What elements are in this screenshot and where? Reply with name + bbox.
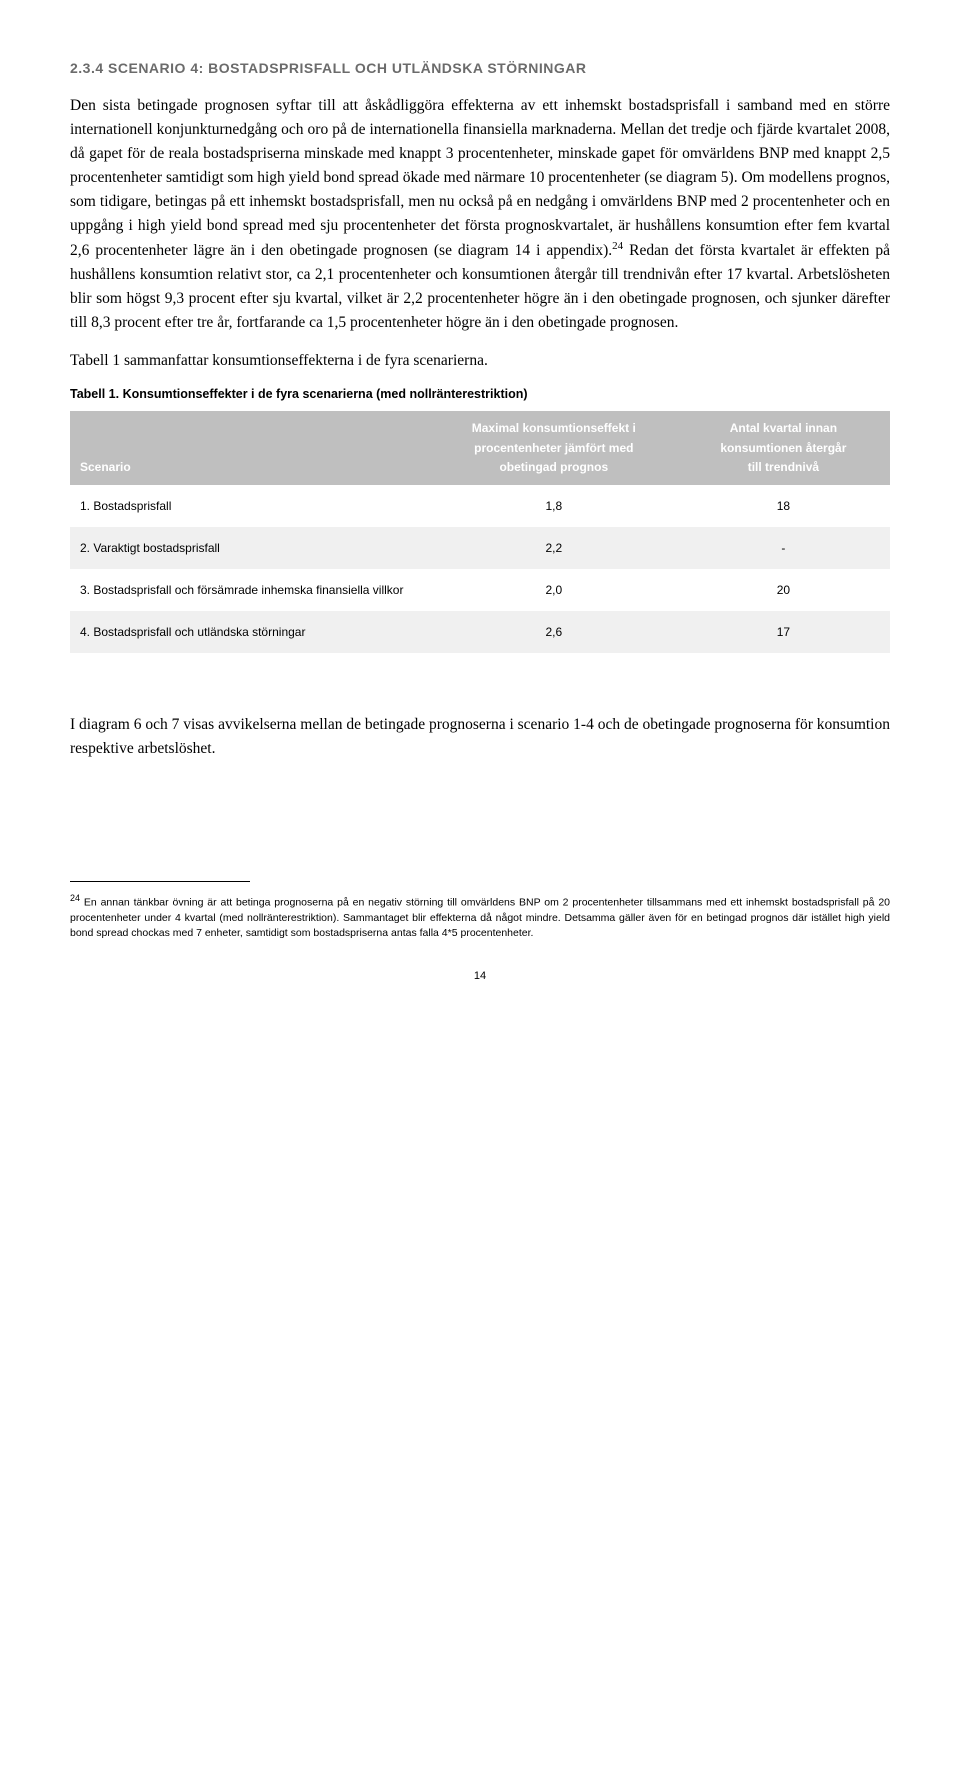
summary-line: Tabell 1 sammanfattar konsumtionseffekte… [70,349,890,373]
footnote-ref-24: 24 [612,240,623,252]
footnote-24: 24 En annan tänkbar övning är att beting… [70,892,890,941]
cell-label: 3. Bostadsprisfall och försämrade inhems… [70,569,431,611]
table-row: 1. Bostadsprisfall 1,8 18 [70,485,890,527]
page-number: 14 [70,970,890,982]
col-scenario: Scenario [70,411,431,485]
col-quarters: Antal kvartal innan konsumtionen återgår… [677,411,890,485]
table-row: 3. Bostadsprisfall och försämrade inhems… [70,569,890,611]
table-header-row: Scenario Maximal konsumtionseffekt i pro… [70,411,890,485]
footnote-number: 24 [70,893,80,903]
footnote-text: En annan tänkbar övning är att betinga p… [70,897,890,939]
cell-value: 20 [677,569,890,611]
section-heading: 2.3.4 SCENARIO 4: BOSTADSPRISFALL OCH UT… [70,60,890,76]
body-paragraph-1: Den sista betingade prognosen syftar til… [70,94,890,335]
cell-value: 2,2 [431,527,677,569]
after-table-paragraph: I diagram 6 och 7 visas avvikelserna mel… [70,713,890,761]
body-text-1a: Den sista betingade prognosen syftar til… [70,97,890,259]
table-title: Tabell 1. Konsumtionseffekter i de fyra … [70,387,890,401]
cell-value: 1,8 [431,485,677,527]
cell-value: 17 [677,611,890,653]
col-max-effect: Maximal konsumtionseffekt i procentenhet… [431,411,677,485]
table-row: 4. Bostadsprisfall och utländska störnin… [70,611,890,653]
scenario-table: Scenario Maximal konsumtionseffekt i pro… [70,411,890,653]
cell-value: 2,6 [431,611,677,653]
cell-value: - [677,527,890,569]
cell-label: 2. Varaktigt bostadsprisfall [70,527,431,569]
cell-value: 2,0 [431,569,677,611]
table-row: 2. Varaktigt bostadsprisfall 2,2 - [70,527,890,569]
footnote-divider [70,881,250,882]
cell-label: 1. Bostadsprisfall [70,485,431,527]
cell-label: 4. Bostadsprisfall och utländska störnin… [70,611,431,653]
cell-value: 18 [677,485,890,527]
